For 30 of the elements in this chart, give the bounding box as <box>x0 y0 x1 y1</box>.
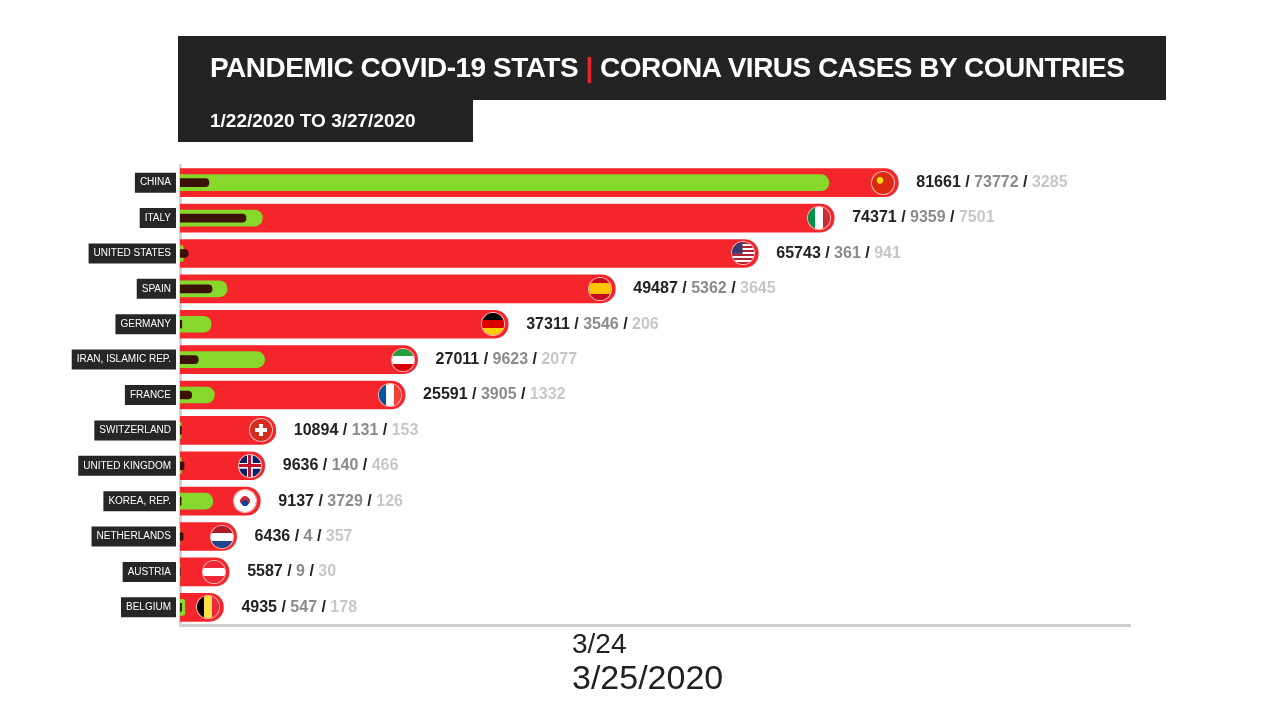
chart-subtitle: 1/22/2020 TO 3/27/2020 <box>210 109 416 133</box>
data-label: 65743 / 361 / 941 <box>776 243 901 261</box>
data-label: 9137 / 3729 / 126 <box>278 491 404 509</box>
data-label: 4935 / 547 / 178 <box>241 597 358 615</box>
data-label: 27011 / 9623 / 2077 <box>435 350 578 368</box>
data-label: 9636 / 140 / 466 <box>282 456 399 474</box>
y-tick-label: UNITED KINGDOM <box>83 459 171 471</box>
y-tick-label: BELGIUM <box>125 601 171 613</box>
data-label: 74371 / 9359 / 7501 <box>852 208 995 226</box>
data-label: 10894 / 131 / 153 <box>293 420 419 438</box>
y-tick-label: KOREA, REP. <box>108 494 171 506</box>
y-tick-label: AUSTRIA <box>127 565 172 577</box>
text: 3/25/2020 <box>572 658 724 696</box>
data-label: 6436 / 4 / 357 <box>254 526 353 544</box>
y-tick-label: SPAIN <box>141 282 171 294</box>
y-tick-label: GERMANY <box>120 317 172 329</box>
data-label: 37311 / 3546 / 206 <box>526 314 659 332</box>
y-tick-label: SWITZERLAND <box>99 424 171 436</box>
y-tick-label: CHINA <box>139 176 172 188</box>
y-tick-label: IRAN, ISLAMIC REP. <box>76 353 171 365</box>
y-tick-label: ITALY <box>144 211 172 223</box>
chart-title: PANDEMIC COVID-19 STATS | CORONA VIRUS CASES BY COUNTRIES <box>210 52 1125 83</box>
data-label: 25591 / 3905 / 1332 <box>423 385 566 403</box>
data-label: 49487 / 5362 / 3645 <box>633 279 776 297</box>
y-tick-label: FRANCE <box>129 388 172 400</box>
y-tick-label: NETHERLANDS <box>96 530 172 542</box>
y-tick-label: UNITED STATES <box>93 247 172 259</box>
text: 3/24 <box>572 628 628 659</box>
data-label: 5587 / 9 / 30 <box>247 562 337 580</box>
data-label: 81661 / 73772 / 3285 <box>916 173 1068 191</box>
